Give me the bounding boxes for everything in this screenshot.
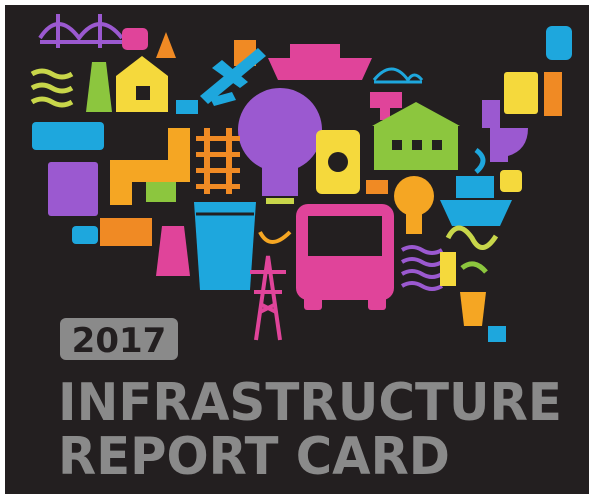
cup-icon (460, 292, 486, 326)
ship-cabin (290, 44, 340, 58)
year-text: 2017 (72, 321, 167, 361)
water-lines-icon (400, 245, 444, 291)
small-bridge-icon (372, 67, 424, 84)
faucet-icon (370, 92, 402, 120)
levee-icon (440, 252, 456, 286)
ship-icon (268, 58, 372, 80)
year-badge (60, 318, 178, 360)
title-line: INFRASTRUCTURE (58, 373, 562, 433)
school-icon (372, 102, 460, 170)
bus-pink-icon (296, 204, 394, 310)
power-tower-icon (250, 255, 286, 341)
water-waves-icon (30, 68, 74, 108)
railroad-icon (196, 128, 240, 194)
dam-icon (100, 218, 152, 246)
lightbulb-icon (238, 88, 322, 204)
nuclear-plant-icon (156, 226, 190, 276)
water-glass-icon (194, 202, 256, 290)
tram-icon (122, 28, 148, 50)
barrel-symbol (328, 152, 348, 172)
cruise-ship-icon (440, 147, 512, 226)
airplane-icon (200, 48, 266, 106)
bulb-orange-icon (394, 176, 434, 234)
plug-icon (445, 225, 499, 250)
solar-panel-icon (146, 182, 176, 202)
tree-icon (156, 32, 176, 58)
trash-can-yellow (504, 72, 538, 114)
toilet-icon (482, 100, 528, 162)
title-line: REPORT CARD (58, 427, 450, 487)
train-icon (546, 26, 572, 60)
rail-car-icon (176, 100, 198, 114)
bridge-icon (38, 14, 124, 48)
car-icon (72, 226, 98, 244)
bus-blue-icon (32, 122, 104, 150)
trash-can-purple (48, 162, 98, 216)
house-icon (116, 56, 168, 112)
cooling-tower-icon (86, 62, 112, 112)
control-tower-icon (544, 72, 562, 116)
rail-car-icon-2 (366, 180, 388, 194)
house-window (136, 86, 150, 100)
pipe-icon (110, 128, 190, 205)
icon-map (30, 14, 572, 342)
small-icon (488, 326, 506, 342)
train-icon-2 (500, 170, 522, 192)
plug-cord (258, 230, 292, 244)
plug-icon-2 (460, 261, 488, 274)
